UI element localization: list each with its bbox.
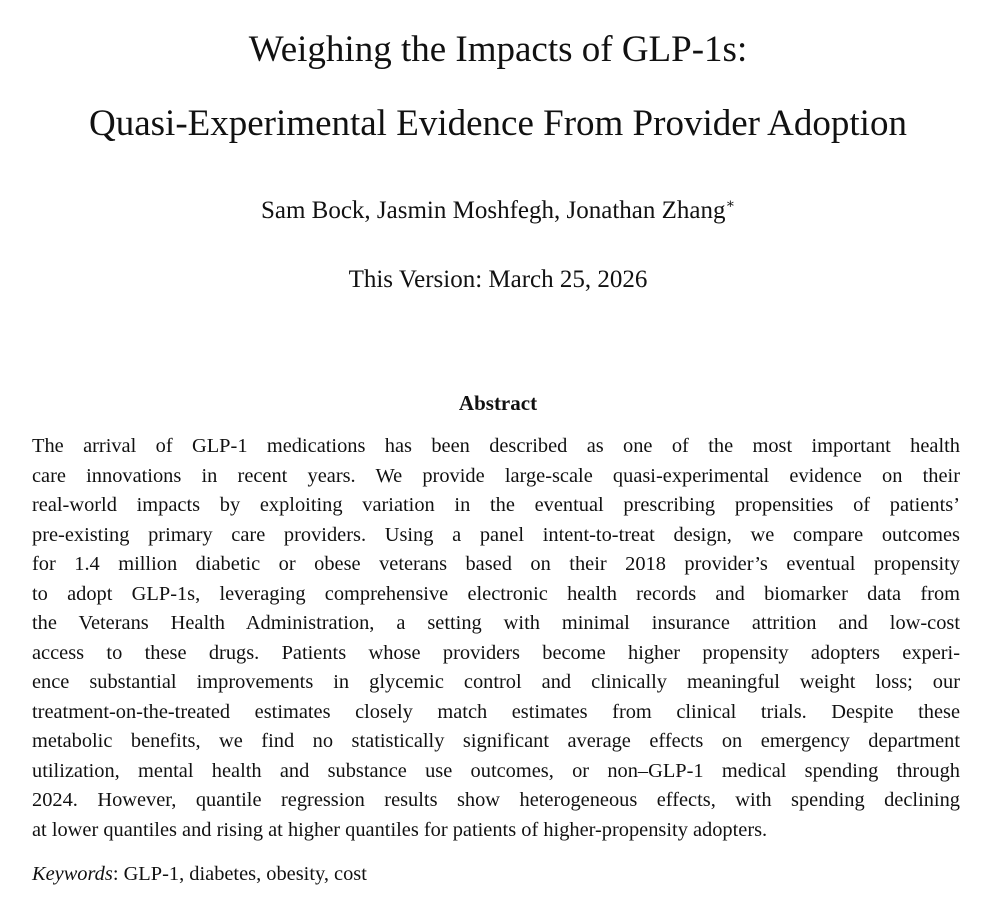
abstract-line-6: to adopt GLP-1s, leveraging comprehensiv… xyxy=(32,582,960,605)
version-date: This Version: March 25, 2026 xyxy=(348,266,648,293)
abstract-body: The arrival of GLP-1 medications has bee… xyxy=(32,432,960,845)
abstract-line-5: for 1.4 million diabetic or obese vetera… xyxy=(32,553,960,575)
abstract-line-2: care innovations in recent years. We pro… xyxy=(32,464,960,487)
abstract-line-12: utilization, mental health and substance… xyxy=(32,759,960,782)
abstract-line-13: 2024. However, quantile regression resul… xyxy=(32,789,960,811)
author-footnote-mark: ∗ xyxy=(725,197,736,212)
abstract-line-11: metabolic benefits, we find no statistic… xyxy=(32,730,960,752)
paper-title-line-2: Quasi-Experimental Evidence From Provide… xyxy=(89,103,907,144)
abstract-line-10: treatment-on-the-treated estimates close… xyxy=(32,700,960,723)
abstract-line-1: The arrival of GLP-1 medications has bee… xyxy=(32,435,960,457)
keywords: Keywords: GLP-1, diabetes, obesity, cost xyxy=(32,860,367,888)
authors: Sam Bock, Jasmin Moshfegh, Jonathan Zhan… xyxy=(0,196,996,226)
abstract-line-4: pre-existing primary care providers. Usi… xyxy=(32,523,960,546)
abstract-line-3: real-world impacts by exploiting variati… xyxy=(32,494,960,516)
keywords-list: GLP-1, diabetes, obesity, cost xyxy=(123,863,367,885)
author-names: Sam Bock, Jasmin Moshfegh, Jonathan Zhan… xyxy=(260,197,726,224)
abstract-heading: Abstract xyxy=(458,391,538,415)
keywords-separator: : xyxy=(112,863,124,885)
abstract-line-14: at lower quantiles and rising at higher … xyxy=(32,818,768,841)
abstract-line-9: ence substantial improvements in glycemi… xyxy=(32,671,960,693)
abstract-line-7: the Veterans Health Administration, a se… xyxy=(32,612,960,634)
abstract-line-8: access to these drugs. Patients whose pr… xyxy=(32,641,960,664)
paper-title-line-1: Weighing the Impacts of GLP-1s: xyxy=(248,29,748,70)
keywords-label: Keywords xyxy=(32,863,113,885)
